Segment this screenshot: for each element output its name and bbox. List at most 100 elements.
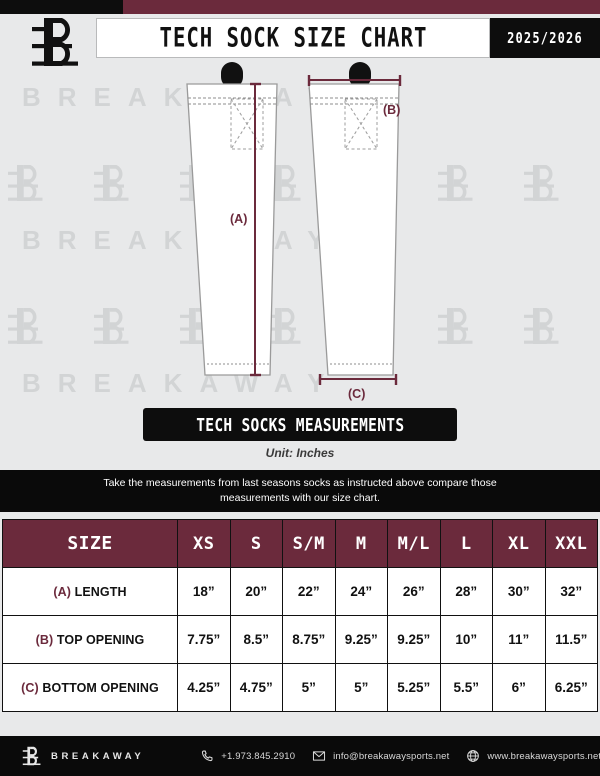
instruction-line-1: Take the measurements from last seasons … [103, 477, 497, 489]
cell-top-l: 10” [439, 615, 493, 664]
measurements-banner-text: TECH SOCKS MEASUREMENTS [195, 413, 405, 436]
table-row: (A) LENGTH 18” 20” 22” 24” 26” 28” 30” 3… [2, 567, 598, 616]
cell-bottom-xxl: 6.25” [544, 663, 598, 712]
row-label-bottom-opening-text: BOTTOM OPENING [38, 680, 159, 695]
cell-bottom-xs: 4.25” [177, 663, 231, 712]
table-row: (C) BOTTOM OPENING 4.25” 4.75” 5” 5” 5.2… [2, 663, 598, 712]
row-tag-c: (C) [21, 680, 39, 695]
cell-bottom-sm: 5” [282, 663, 336, 712]
breakaway-b-watermark-icon [6, 305, 46, 347]
row-label-top-opening-text: TOP OPENING [53, 632, 145, 647]
breakaway-b-watermark-icon [522, 305, 562, 347]
cell-bottom-m: 5” [334, 663, 388, 712]
cell-top-m: 9.25” [334, 615, 388, 664]
cell-length-l: 28” [439, 567, 493, 616]
season-badge-text: 2025/2026 [507, 29, 583, 47]
measurement-line-a [250, 82, 261, 377]
phone-icon [200, 749, 214, 763]
column-header-ml: M/L [387, 519, 441, 568]
row-label-top-opening: (B) TOP OPENING [2, 615, 178, 664]
cell-length-s: 20” [229, 567, 283, 616]
footer-website-text: www.breakawaysports.net [487, 750, 600, 762]
measurements-banner: TECH SOCKS MEASUREMENTS [143, 408, 457, 441]
cell-length-xl: 30” [492, 567, 546, 616]
footer-email[interactable]: info@breakawaysports.net [312, 749, 449, 763]
footer-phone[interactable]: +1.973.845.2910 [200, 749, 295, 763]
cell-bottom-s: 4.75” [229, 663, 283, 712]
size-table-container: SIZE XS S S/M M M/L L XL XXL (A) LENGTH … [2, 519, 598, 712]
unit-label: Unit: Inches [265, 446, 335, 460]
column-header-s: S [229, 519, 283, 568]
sock-measurement-diagram: (A) (B) [0, 62, 600, 404]
cell-top-sm: 8.75” [282, 615, 336, 664]
footer-contacts: +1.973.845.2910 info@breakawaysports.net [200, 749, 600, 763]
page-header: TECH SOCK SIZE CHART 2025/2026 [0, 14, 600, 66]
cell-bottom-xl: 6” [492, 663, 546, 712]
column-header-size: SIZE [2, 519, 178, 568]
watermark-text: BREAKAWAY [22, 225, 342, 255]
table-header-row: SIZE XS S S/M M M/L L XL XXL [2, 519, 598, 568]
footer-website[interactable]: www.breakawaysports.net [466, 749, 600, 763]
breakaway-b-watermark-icon [6, 162, 46, 204]
size-table-head: SIZE XS S S/M M M/L L XL XXL [2, 519, 598, 568]
table-row: (B) TOP OPENING 7.75” 8.5” 8.75” 9.25” 9… [2, 615, 598, 664]
cell-bottom-l: 5.5” [439, 663, 493, 712]
breakaway-b-watermark-icon [92, 162, 132, 204]
size-table-body: (A) LENGTH 18” 20” 22” 24” 26” 28” 30” 3… [2, 567, 598, 712]
breakaway-b-watermark-icon [522, 162, 562, 204]
row-tag-b: (B) [35, 632, 54, 647]
column-header-sm: S/M [282, 519, 336, 568]
cell-top-xs: 7.75” [177, 615, 231, 664]
page-title-text: TECH SOCK SIZE CHART [159, 22, 427, 54]
cell-length-xxl: 32” [544, 567, 598, 616]
column-header-xl: XL [492, 519, 546, 568]
breakaway-b-logo-icon [30, 14, 82, 70]
cell-length-xs: 18” [177, 567, 231, 616]
row-label-bottom-opening: (C) BOTTOM OPENING [2, 663, 178, 712]
cell-top-ml: 9.25” [387, 615, 441, 664]
row-tag-a: (A) [53, 584, 72, 599]
breakaway-b-logo-icon [22, 744, 42, 768]
breakaway-b-watermark-icon [264, 162, 304, 204]
measurement-label-c: (C) [348, 387, 365, 401]
footer-brand: BREAKAWAY [22, 744, 144, 768]
column-header-xs: XS [177, 519, 231, 568]
cell-bottom-ml: 5.25” [387, 663, 441, 712]
footer-brand-text: BREAKAWAY [51, 750, 145, 762]
instruction-line-2: measurements with our size chart. [220, 492, 380, 504]
breakaway-b-watermark-icon [436, 305, 476, 347]
page-title: TECH SOCK SIZE CHART [96, 18, 490, 58]
cell-top-xxl: 11.5” [544, 615, 598, 664]
column-header-l: L [439, 519, 493, 568]
cell-length-sm: 22” [282, 567, 336, 616]
breakaway-b-watermark-icon [264, 305, 304, 347]
measurement-label-a: (A) [230, 212, 247, 226]
column-header-xxl: XXL [544, 519, 598, 568]
cell-length-m: 24” [334, 567, 388, 616]
instruction-strip: Take the measurements from last seasons … [0, 470, 600, 512]
breakaway-b-watermark-icon [92, 305, 132, 347]
watermark-text: BREAKAWAY [22, 368, 342, 398]
page-footer: BREAKAWAY +1.973.845.2910 info@ [0, 736, 600, 776]
size-table: SIZE XS S S/M M M/L L XL XXL (A) LENGTH … [2, 519, 598, 712]
column-header-m: M [334, 519, 388, 568]
top-accent-maroon [123, 0, 600, 14]
globe-icon [466, 749, 480, 763]
top-accent-bar [0, 0, 600, 14]
sock-outline-openings-icon [308, 62, 400, 376]
top-accent-black [0, 0, 123, 14]
row-label-length: (A) LENGTH [2, 567, 178, 616]
footer-email-text: info@breakawaysports.net [333, 750, 450, 762]
footer-phone-text: +1.973.845.2910 [221, 750, 296, 762]
envelope-icon [312, 749, 326, 763]
cell-top-s: 8.5” [229, 615, 283, 664]
row-label-length-text: LENGTH [71, 584, 127, 599]
breakaway-b-watermark-icon [436, 162, 476, 204]
cell-top-xl: 11” [492, 615, 546, 664]
measurement-label-b: (B) [383, 103, 400, 117]
cell-length-ml: 26” [387, 567, 441, 616]
measurement-line-c [318, 374, 398, 385]
season-badge: 2025/2026 [490, 18, 600, 58]
measurement-line-b [307, 75, 402, 86]
